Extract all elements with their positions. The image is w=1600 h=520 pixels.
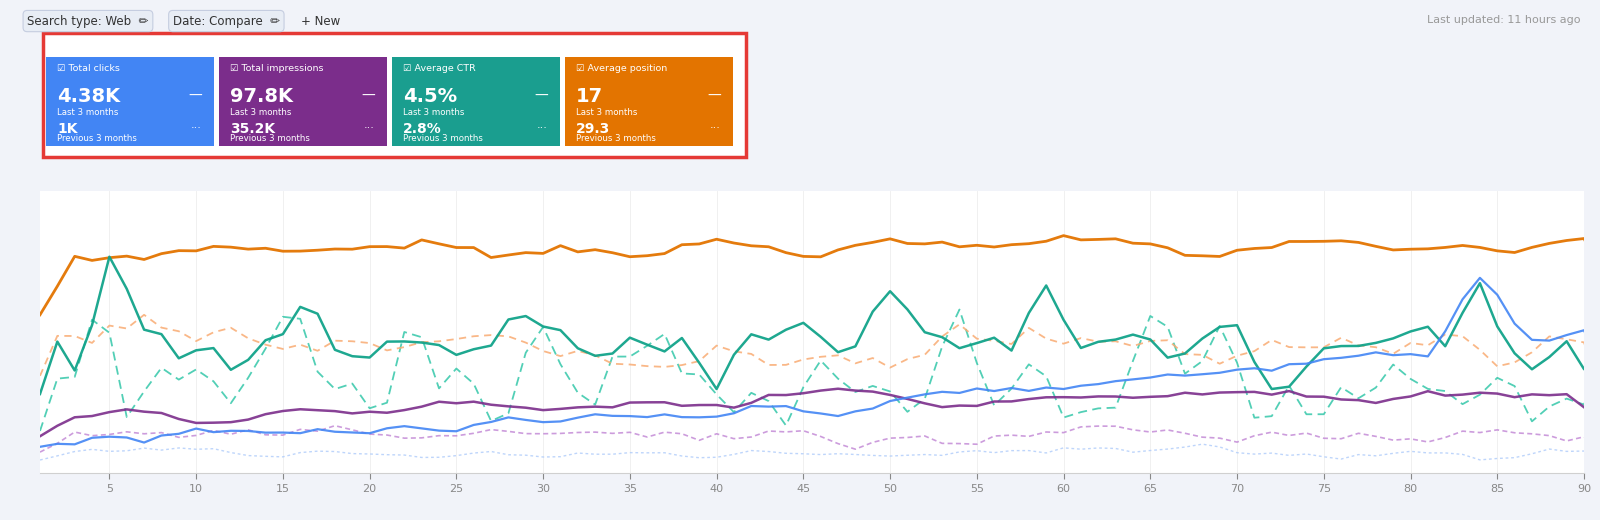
Text: 35.2K: 35.2K (230, 122, 275, 136)
Text: Last updated: 11 hours ago: Last updated: 11 hours ago (1427, 15, 1581, 24)
Text: ☑ Average CTR: ☑ Average CTR (403, 64, 475, 73)
Text: ☑ Average position: ☑ Average position (576, 64, 667, 73)
Text: 4.38K: 4.38K (58, 87, 120, 106)
Text: —: — (362, 89, 374, 103)
Text: Last 3 months: Last 3 months (576, 108, 637, 117)
Text: Last 3 months: Last 3 months (58, 108, 118, 117)
Text: 17: 17 (576, 87, 603, 106)
FancyBboxPatch shape (392, 57, 560, 147)
Text: Previous 3 months: Previous 3 months (403, 134, 483, 144)
Text: Date: Compare  ✏: Date: Compare ✏ (173, 15, 280, 28)
Text: 1K: 1K (58, 122, 77, 136)
Text: + New: + New (301, 15, 341, 28)
FancyBboxPatch shape (46, 57, 214, 147)
Text: 2.8%: 2.8% (403, 122, 442, 136)
Text: Previous 3 months: Previous 3 months (230, 134, 310, 144)
Text: ···: ··· (710, 124, 722, 134)
Text: ☑ Total impressions: ☑ Total impressions (230, 64, 323, 73)
Text: —: — (534, 89, 547, 103)
Text: 4.5%: 4.5% (403, 87, 458, 106)
Text: ···: ··· (192, 124, 202, 134)
Text: —: — (189, 89, 202, 103)
Text: ☑ Total clicks: ☑ Total clicks (58, 64, 120, 73)
Text: ···: ··· (365, 124, 374, 134)
Text: Last 3 months: Last 3 months (403, 108, 464, 117)
Text: 97.8K: 97.8K (230, 87, 293, 106)
Text: ···: ··· (538, 124, 547, 134)
FancyBboxPatch shape (43, 33, 746, 157)
Text: Previous 3 months: Previous 3 months (576, 134, 656, 144)
FancyBboxPatch shape (565, 57, 733, 147)
Text: Previous 3 months: Previous 3 months (58, 134, 138, 144)
Text: 29.3: 29.3 (576, 122, 610, 136)
Text: —: — (707, 89, 722, 103)
FancyBboxPatch shape (219, 57, 387, 147)
Text: Last 3 months: Last 3 months (230, 108, 291, 117)
Text: Search type: Web  ✏: Search type: Web ✏ (27, 15, 149, 28)
